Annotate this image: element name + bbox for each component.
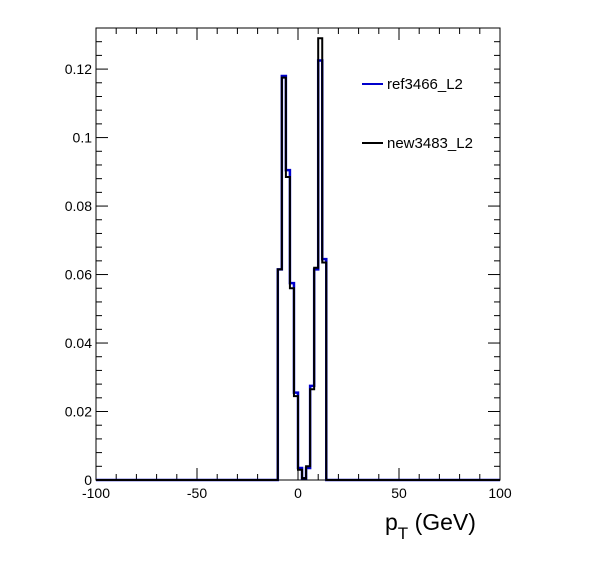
x-axis-title-main: p	[385, 509, 398, 535]
series-layer	[96, 37, 500, 482]
axis-ticks: -100 -50 0 50 100 0 0.02 0.04 0.06 0.08 0.1 0.12	[65, 27, 512, 501]
y-tick-label: 0.06	[65, 267, 92, 283]
series-line-new3483_L2	[96, 37, 500, 481]
x-tick-label: 100	[488, 485, 512, 501]
x-tick-label: -100	[82, 485, 110, 501]
x-tick-label: 50	[391, 485, 407, 501]
legend: ref3466_L2 new3483_L2	[356, 62, 494, 164]
x-tick-label: -50	[187, 485, 207, 501]
x-axis-title: pT (GeV)	[385, 509, 476, 543]
y-tick-label: 0.08	[65, 198, 92, 214]
y-tick-label: 0.12	[65, 61, 92, 77]
x-axis-title-unit: (GeV)	[408, 509, 476, 535]
x-tick-label: 0	[294, 485, 302, 501]
y-tick-label: 0.1	[73, 130, 93, 146]
y-tick-label: 0	[84, 472, 92, 488]
legend-label-new: new3483_L2	[387, 135, 473, 152]
legend-box	[356, 62, 494, 164]
x-axis-title-subscript: T	[398, 524, 408, 543]
y-tick-label: 0.04	[65, 335, 92, 351]
y-tick-label: 0.02	[65, 404, 92, 420]
legend-label-ref: ref3466_L2	[387, 76, 463, 93]
